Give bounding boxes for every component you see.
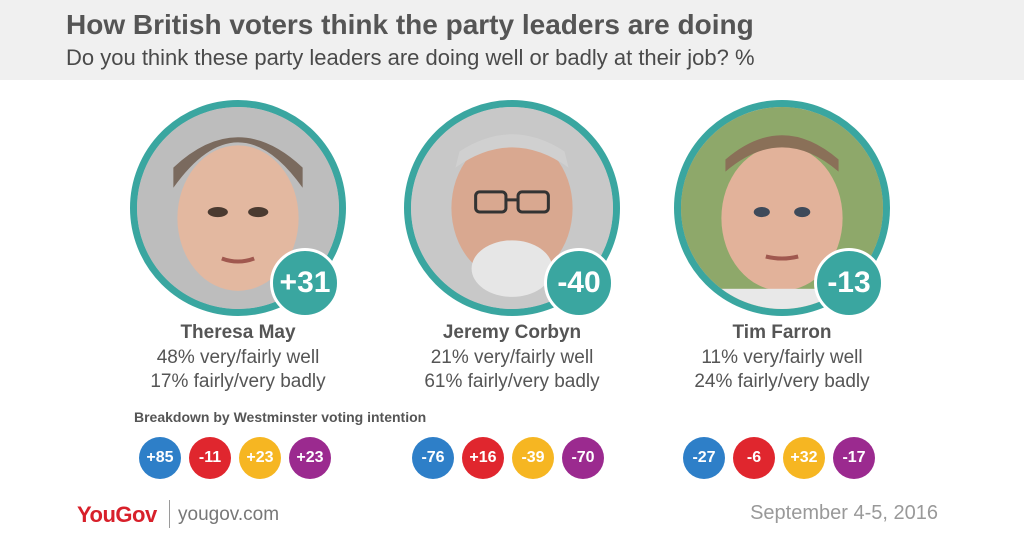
portrait-photo [674, 100, 890, 316]
breakdown-dot-ukip: -17 [833, 437, 875, 479]
leader-card-tim-farron: -13 Tim Farron 11% very/fairly well 24% … [662, 100, 902, 400]
page-title: How British voters think the party leade… [66, 9, 754, 40]
net-score-badge: -13 [814, 248, 884, 318]
survey-date: September 4-5, 2016 [750, 502, 938, 524]
breakdown-dot-libdem: +23 [239, 437, 281, 479]
breakdown-dot-labour: -6 [733, 437, 775, 479]
well-stat: 11% very/fairly well [701, 347, 863, 368]
portrait-photo [130, 100, 346, 316]
well-stat: 21% very/fairly well [430, 347, 594, 368]
net-score-badge: -40 [544, 248, 614, 318]
breakdown-dot-conservative: -27 [683, 437, 725, 479]
breakdown-dot-conservative: -76 [412, 437, 454, 479]
leader-name: Theresa May [180, 322, 296, 343]
net-score-badge: +31 [270, 248, 340, 318]
footer-divider [169, 500, 170, 528]
leader-name: Jeremy Corbyn [442, 322, 582, 343]
site-link[interactable]: yougov.com [178, 504, 280, 525]
page-subtitle: Do you think these party leaders are doi… [66, 45, 755, 70]
breakdown-dot-conservative: +85 [139, 437, 181, 479]
breakdown-dot-ukip: -70 [562, 437, 604, 479]
breakdown-dot-libdem: +32 [783, 437, 825, 479]
breakdown-dot-labour: -11 [189, 437, 231, 479]
header-band: How British voters think the party leade… [0, 0, 1024, 80]
breakdown-dot-ukip: +23 [289, 437, 331, 479]
leader-card-jeremy-corbyn: -40 Jeremy Corbyn 21% very/fairly well 6… [392, 100, 632, 400]
well-stat: 48% very/fairly well [156, 347, 320, 368]
badly-stat: 24% fairly/very badly [694, 371, 870, 392]
breakdown-label: Breakdown by Westminster voting intentio… [134, 409, 427, 425]
breakdown-dot-libdem: -39 [512, 437, 554, 479]
badly-stat: 61% fairly/very badly [424, 371, 600, 392]
leader-name: Tim Farron [732, 322, 832, 343]
leader-card-theresa-may: +31 Theresa May 48% very/fairly well 17%… [118, 100, 358, 400]
badly-stat: 17% fairly/very badly [150, 371, 326, 392]
portrait-photo [404, 100, 620, 316]
breakdown-dot-labour: +16 [462, 437, 504, 479]
yougov-logo[interactable]: YouGov [77, 502, 157, 527]
